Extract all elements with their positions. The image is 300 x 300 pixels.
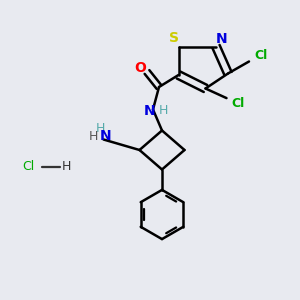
Text: N: N (144, 104, 156, 118)
Text: Cl: Cl (232, 97, 245, 110)
Text: N: N (100, 130, 111, 143)
Text: H: H (159, 104, 168, 118)
Text: H: H (61, 160, 71, 173)
Text: O: O (134, 61, 146, 75)
Text: S: S (169, 31, 179, 45)
Text: H: H (88, 130, 98, 143)
Text: Cl: Cl (22, 160, 34, 173)
Text: H: H (96, 122, 105, 135)
Text: Cl: Cl (254, 49, 268, 62)
Text: N: N (216, 32, 227, 46)
